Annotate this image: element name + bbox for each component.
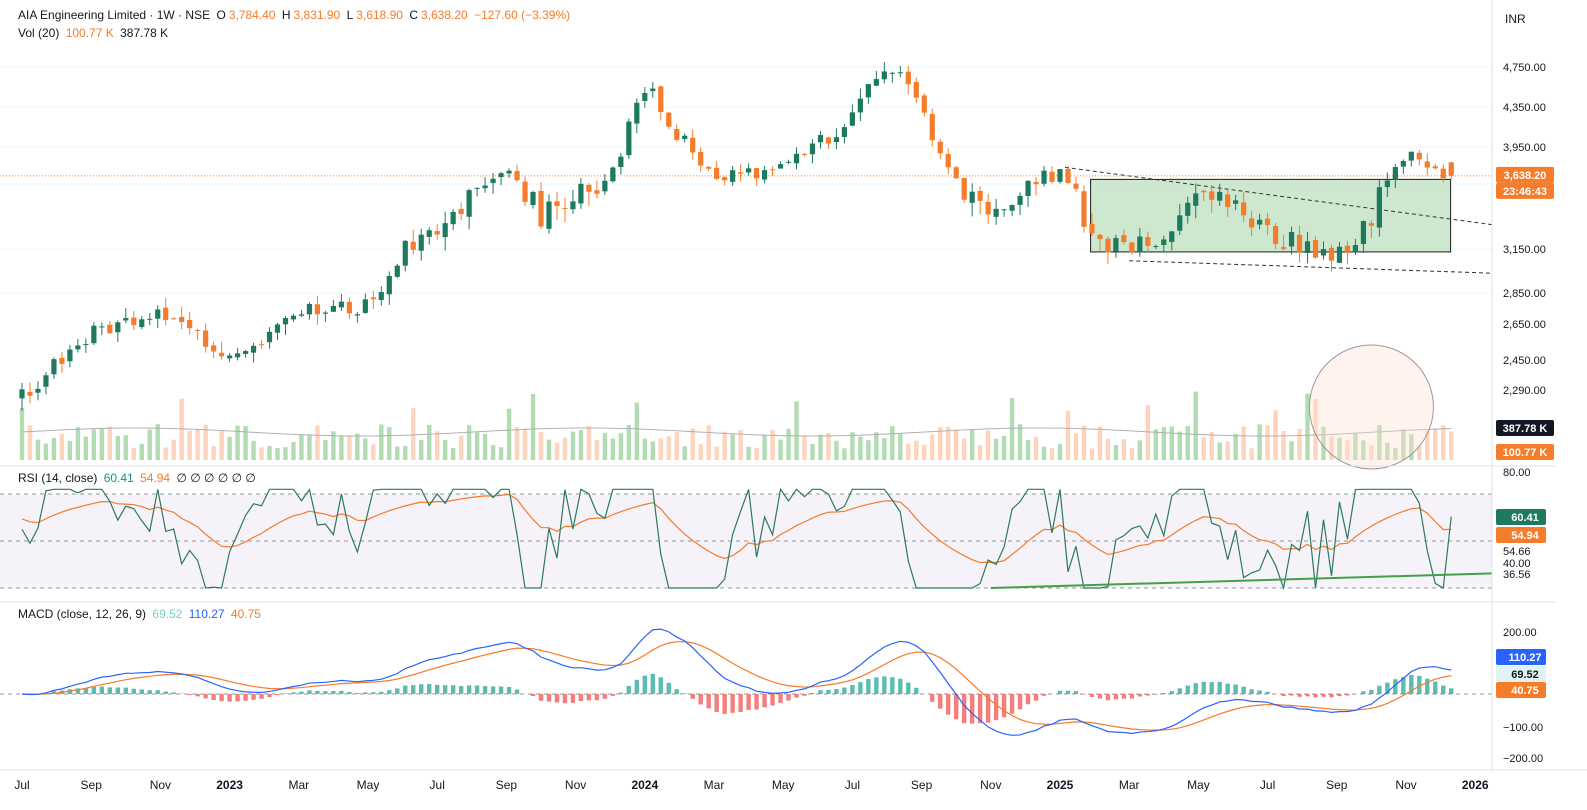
time-tick-label: May [357,778,380,792]
close-label: C [409,8,418,22]
time-tick-label: Jul [430,778,445,792]
svg-text:387.78 K: 387.78 K [1503,423,1548,435]
time-tick-label: Nov [150,778,171,792]
price-tick-label: 3,950.00 [1503,142,1546,154]
time-tick-label: Jul [845,778,860,792]
low-value: 3,618.90 [356,8,403,22]
svg-text:110.27: 110.27 [1508,652,1541,664]
time-tick-label: Mar [704,778,725,792]
time-tick-label: 2026 [1462,778,1489,792]
time-axis[interactable]: Jul Sep Nov 2023 Mar May Jul Sep Nov 2024 Mar May Ju… [14,778,1489,792]
macd-title[interactable]: MACD (close, 12, 26, 9) [18,607,147,621]
time-tick-label: Nov [980,778,1001,792]
high-label: H [281,8,291,22]
high-value: 3,831.90 [293,8,341,22]
macd-signal-tag: 40.75 [1496,682,1546,698]
svg-text:40.75: 40.75 [1511,685,1539,697]
rsi-ma-value: 54.94 [140,471,171,485]
svg-text:3,638.20: 3,638.20 [1504,170,1547,182]
low-label: L [346,8,354,22]
volume-legend[interactable]: Vol (20) 100.77 K 387.78 K [18,26,171,40]
rsi-pane [0,487,1493,591]
rsi-tick-label: 40.00 [1503,558,1531,570]
time-tick-label: Nov [1395,778,1416,792]
macd-pane [0,628,1492,736]
volume-ma-value: 387.78 K [120,26,169,40]
macd-line-value: 110.27 [188,607,225,621]
volume-title[interactable]: Vol (20) [18,26,60,40]
rsi-legend[interactable]: RSI (14, close) 60.41 54.94 ∅ ∅ ∅ ∅ ∅ ∅ [18,471,259,485]
currency-label[interactable]: INR [1505,12,1526,26]
symbol-title[interactable]: AIA Engineering Limited · 1W · NSE [18,8,211,22]
price-tick-label: 4,750.00 [1503,62,1546,74]
macd-hist-tag: 69.52 [1496,666,1546,682]
price-tick-label: 2,450.00 [1503,355,1546,367]
time-tick-label: May [1187,778,1210,792]
close-value: 3,638.20 [421,8,468,22]
macd-axis[interactable]: 200.00 −100.00 −200.00 110.27 69.52 40.75 [1496,627,1546,765]
grid [0,66,1492,294]
price-tick-label: 4,350.00 [1503,102,1546,114]
macd-hist-value: 69.52 [152,607,183,621]
time-tick-label: Nov [565,778,586,792]
volume-ma-tag: 387.78 K [1496,420,1554,436]
rsi-tick-label: 54.66 [1503,546,1531,558]
price-axis[interactable]: 4,750.004,350.003,950.003,550.003,150.00… [1496,62,1554,460]
symbol-legend[interactable]: AIA Engineering Limited · 1W · NSE O 3,78… [18,8,573,22]
open-value: 3,784.40 [228,8,276,22]
rsi-title[interactable]: RSI (14, close) [18,471,98,485]
volume-highlight-circle [1308,344,1434,470]
candlesticks[interactable] [19,61,1454,411]
macd-line-tag: 110.27 [1496,649,1546,665]
macd-legend[interactable]: MACD (close, 12, 26, 9) 69.52 110.27 40.… [18,607,264,621]
time-tick-label: Sep [1326,778,1348,792]
time-tick-label: Sep [496,778,518,792]
rsi-value: 60.41 [103,471,134,485]
macd-tick-label: −200.00 [1503,753,1543,765]
price-tick-label: 2,650.00 [1503,319,1546,331]
svg-text:23:46:43: 23:46:43 [1503,186,1547,198]
volume-value: 100.77 K [65,26,114,40]
price-tick-label: 3,150.00 [1503,244,1546,256]
time-tick-label: Sep [911,778,933,792]
svg-text:69.52: 69.52 [1511,669,1539,681]
price-tick-label: 2,290.00 [1503,385,1546,397]
price-tick-label: 2,850.00 [1503,288,1546,300]
rsi-tick-label: 80.00 [1503,467,1531,479]
time-tick-label: Mar [1119,778,1140,792]
volume-tag: 100.77 K [1496,444,1554,460]
time-tick-label: 2025 [1047,778,1074,792]
rsi-tick-label: 36.56 [1503,569,1531,581]
open-label: O [216,8,226,22]
countdown-tag: 23:46:43 [1496,182,1554,199]
rsi-value-tag: 60.41 [1496,509,1546,525]
macd-tick-label: 200.00 [1503,627,1537,639]
time-tick-label: Sep [81,778,103,792]
volume-bars [19,391,1454,460]
svg-text:60.41: 60.41 [1511,512,1539,524]
consolidation-box [1090,178,1452,253]
time-tick-label: Jul [1260,778,1275,792]
time-tick-label: 2024 [631,778,658,792]
price-trendlines [1064,166,1493,274]
svg-text:100.77 K: 100.77 K [1503,447,1548,459]
last-price-tag: 3,638.20 [1496,166,1554,183]
volume-ma-line [21,427,1452,437]
rsi-ma-tag: 54.94 [1496,527,1546,543]
time-tick-label: 2023 [216,778,243,792]
change-value: −127.60 (−3.39%) [474,8,571,22]
time-tick-label: Mar [288,778,309,792]
rsi-extra-values: ∅ ∅ ∅ ∅ ∅ ∅ [176,471,256,485]
macd-tick-label: −100.00 [1503,722,1543,734]
time-tick-label: Jul [14,778,29,792]
svg-text:54.94: 54.94 [1511,530,1539,542]
macd-signal-value: 40.75 [230,607,261,621]
time-tick-label: May [772,778,795,792]
